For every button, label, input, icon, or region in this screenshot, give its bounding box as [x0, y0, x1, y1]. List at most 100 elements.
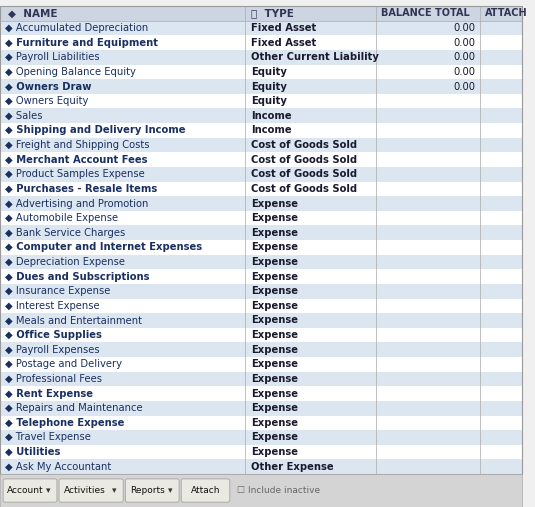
FancyBboxPatch shape	[0, 357, 522, 372]
Text: Other Expense: Other Expense	[251, 462, 333, 472]
FancyBboxPatch shape	[0, 430, 522, 445]
Text: Reports: Reports	[130, 486, 165, 495]
Text: ◆ Rent Expense: ◆ Rent Expense	[5, 388, 93, 399]
Text: ◆ Computer and Internet Expenses: ◆ Computer and Internet Expenses	[5, 242, 202, 252]
Text: Fixed Asset: Fixed Asset	[251, 23, 316, 33]
Text: ◆ Dues and Subscriptions: ◆ Dues and Subscriptions	[5, 272, 150, 281]
Text: Other Current Liability: Other Current Liability	[251, 52, 379, 62]
FancyBboxPatch shape	[0, 401, 522, 416]
Text: ◆  NAME: ◆ NAME	[8, 9, 57, 18]
Text: Expense: Expense	[251, 403, 297, 413]
Text: Activities: Activities	[64, 486, 106, 495]
Text: ☐ Include inactive: ☐ Include inactive	[236, 486, 320, 495]
Text: ◆ Meals and Entertainment: ◆ Meals and Entertainment	[5, 315, 142, 325]
FancyBboxPatch shape	[0, 372, 522, 386]
FancyBboxPatch shape	[125, 479, 179, 502]
FancyBboxPatch shape	[0, 313, 522, 328]
Text: Expense: Expense	[251, 315, 297, 325]
FancyBboxPatch shape	[0, 386, 522, 401]
FancyBboxPatch shape	[0, 138, 522, 152]
Text: ◆ Merchant Account Fees: ◆ Merchant Account Fees	[5, 155, 148, 165]
FancyBboxPatch shape	[0, 226, 522, 240]
Text: Expense: Expense	[251, 228, 297, 238]
Text: ◆ Repairs and Maintenance: ◆ Repairs and Maintenance	[5, 403, 143, 413]
Text: ◆ Product Samples Expense: ◆ Product Samples Expense	[5, 169, 145, 179]
Text: ◆ Shipping and Delivery Income: ◆ Shipping and Delivery Income	[5, 125, 186, 135]
Text: ▾: ▾	[112, 486, 117, 495]
FancyBboxPatch shape	[0, 94, 522, 108]
Text: ◆ Owners Draw: ◆ Owners Draw	[5, 82, 91, 92]
Text: BALANCE TOTAL: BALANCE TOTAL	[381, 9, 470, 18]
Text: ◆ Furniture and Equipment: ◆ Furniture and Equipment	[5, 38, 158, 48]
Text: ◆ Owners Equity: ◆ Owners Equity	[5, 96, 89, 106]
Text: Income: Income	[251, 111, 291, 121]
Text: Cost of Goods Sold: Cost of Goods Sold	[251, 169, 357, 179]
Text: Expense: Expense	[251, 301, 297, 311]
FancyBboxPatch shape	[0, 50, 522, 64]
Text: Expense: Expense	[251, 199, 297, 208]
FancyBboxPatch shape	[0, 35, 522, 50]
Text: Cost of Goods Sold: Cost of Goods Sold	[251, 184, 357, 194]
FancyBboxPatch shape	[0, 167, 522, 182]
Text: Expense: Expense	[251, 388, 297, 399]
Text: ◆ Telephone Expense: ◆ Telephone Expense	[5, 418, 125, 428]
FancyBboxPatch shape	[0, 21, 522, 35]
Text: 0.00: 0.00	[453, 38, 475, 48]
Text: ◆ Insurance Expense: ◆ Insurance Expense	[5, 286, 111, 296]
Text: Equity: Equity	[251, 96, 287, 106]
Text: Expense: Expense	[251, 330, 297, 340]
Text: ◆ Accumulated Depreciation: ◆ Accumulated Depreciation	[5, 23, 149, 33]
Text: Expense: Expense	[251, 345, 297, 355]
FancyBboxPatch shape	[0, 152, 522, 167]
Text: Equity: Equity	[251, 67, 287, 77]
FancyBboxPatch shape	[0, 255, 522, 269]
FancyBboxPatch shape	[0, 459, 522, 474]
FancyBboxPatch shape	[0, 284, 522, 299]
Text: ◆ Opening Balance Equity: ◆ Opening Balance Equity	[5, 67, 136, 77]
FancyBboxPatch shape	[3, 479, 57, 502]
Text: 0.00: 0.00	[453, 52, 475, 62]
Text: Expense: Expense	[251, 286, 297, 296]
FancyBboxPatch shape	[0, 416, 522, 430]
FancyBboxPatch shape	[0, 342, 522, 357]
Text: ATTACH: ATTACH	[485, 9, 528, 18]
Text: 0.00: 0.00	[453, 67, 475, 77]
Text: Expense: Expense	[251, 257, 297, 267]
Text: ◆ Interest Expense: ◆ Interest Expense	[5, 301, 100, 311]
FancyBboxPatch shape	[0, 240, 522, 255]
FancyBboxPatch shape	[0, 269, 522, 284]
Text: ◆ Automobile Expense: ◆ Automobile Expense	[5, 213, 118, 223]
FancyBboxPatch shape	[0, 123, 522, 138]
FancyBboxPatch shape	[0, 6, 522, 21]
Text: Equity: Equity	[251, 82, 287, 92]
Text: ▾: ▾	[46, 486, 50, 495]
FancyBboxPatch shape	[0, 445, 522, 459]
Text: ◆ Bank Service Charges: ◆ Bank Service Charges	[5, 228, 126, 238]
Text: Expense: Expense	[251, 359, 297, 370]
Text: Cost of Goods Sold: Cost of Goods Sold	[251, 155, 357, 165]
Text: ◆ Sales: ◆ Sales	[5, 111, 43, 121]
FancyBboxPatch shape	[181, 479, 230, 502]
Text: ▾: ▾	[168, 486, 172, 495]
Text: Cost of Goods Sold: Cost of Goods Sold	[251, 140, 357, 150]
Text: Attach: Attach	[191, 486, 220, 495]
Text: ◆ Purchases - Resale Items: ◆ Purchases - Resale Items	[5, 184, 157, 194]
Text: ◆ Utilities: ◆ Utilities	[5, 447, 60, 457]
FancyBboxPatch shape	[0, 299, 522, 313]
Text: ◆ Advertising and Promotion: ◆ Advertising and Promotion	[5, 199, 149, 208]
FancyBboxPatch shape	[0, 211, 522, 226]
FancyBboxPatch shape	[0, 182, 522, 196]
Text: 0.00: 0.00	[453, 23, 475, 33]
Text: ◆ Payroll Expenses: ◆ Payroll Expenses	[5, 345, 100, 355]
Text: ⛏  TYPE: ⛏ TYPE	[251, 9, 294, 18]
Text: ◆ Travel Expense: ◆ Travel Expense	[5, 432, 91, 443]
Text: 0.00: 0.00	[453, 82, 475, 92]
FancyBboxPatch shape	[0, 64, 522, 79]
Text: Expense: Expense	[251, 242, 297, 252]
FancyBboxPatch shape	[59, 479, 123, 502]
Text: Account: Account	[7, 486, 43, 495]
Text: ◆ Professional Fees: ◆ Professional Fees	[5, 374, 102, 384]
Text: Expense: Expense	[251, 447, 297, 457]
Text: ◆ Depreciation Expense: ◆ Depreciation Expense	[5, 257, 125, 267]
FancyBboxPatch shape	[0, 79, 522, 94]
